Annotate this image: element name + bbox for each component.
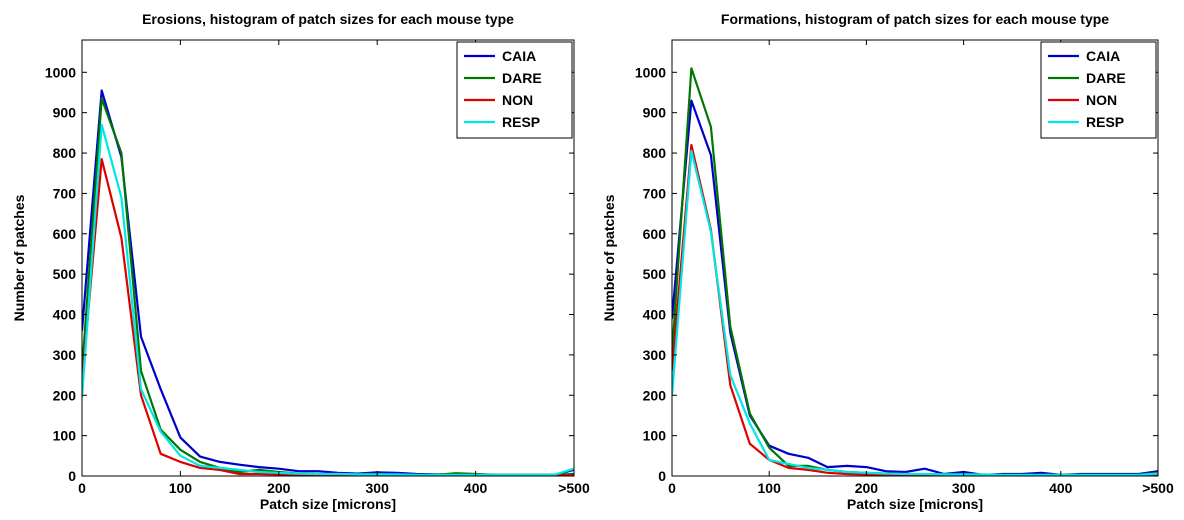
axes-frame [671,39,1159,477]
y-tick-label: 1000 [635,64,666,80]
y-tick-label: 900 [643,105,667,121]
legend-label-caia: CAIA [1086,48,1120,64]
y-tick-label: 100 [643,428,667,444]
y-tick-label: 500 [643,266,667,282]
legend-label-resp: RESP [1086,114,1124,130]
y-tick-label: 700 [53,185,77,201]
axes-frame [81,39,575,477]
y-tick-label: 700 [643,185,667,201]
y-tick-label: 200 [53,387,77,403]
series-line-resp [82,123,574,476]
y-tick-label: 600 [643,226,667,242]
legend-label-non: NON [502,92,533,108]
y-tick-label: 100 [53,428,77,444]
x-tick-label: 100 [758,480,782,496]
y-tick-label: 400 [643,307,667,323]
x-axis-title: Patch size [microns] [847,496,983,512]
x-tick-label: 100 [169,480,193,496]
x-tick-label: 0 [78,480,86,496]
legend-label-dare: DARE [1086,70,1126,86]
x-tick-label: 0 [668,480,676,496]
x-tick-label: >500 [558,480,590,496]
y-tick-label: 300 [53,347,77,363]
y-tick-label: 900 [53,105,77,121]
legend-label-dare: DARE [502,70,542,86]
y-axis-title: Number of patches [11,194,27,321]
legend-label-non: NON [1086,92,1117,108]
x-tick-label: 400 [1049,480,1073,496]
y-tick-label: 0 [658,468,666,484]
y-axis-title: Number of patches [601,194,617,321]
x-tick-label: 300 [366,480,390,496]
x-tick-label: 300 [952,480,976,496]
x-tick-label: 200 [267,480,291,496]
y-tick-label: 1000 [45,64,76,80]
chart-title: Formations, histogram of patch sizes for… [721,11,1109,27]
x-tick-label: 400 [464,480,488,496]
legend-box [1040,41,1157,139]
y-tick-label: 0 [68,468,76,484]
x-tick-label: 200 [855,480,879,496]
legend-label-caia: CAIA [502,48,536,64]
x-axis-title: Patch size [microns] [260,496,396,512]
y-tick-label: 800 [643,145,667,161]
y-tick-label: 500 [53,266,77,282]
legend-label-resp: RESP [502,114,540,130]
y-tick-label: 600 [53,226,77,242]
chart-title: Erosions, histogram of patch sizes for e… [142,11,514,27]
series-line-resp [672,149,1158,476]
y-tick-label: 300 [643,347,667,363]
x-tick-label: >500 [1142,480,1174,496]
y-tick-label: 400 [53,307,77,323]
y-tick-label: 800 [53,145,77,161]
y-tick-label: 200 [643,387,667,403]
